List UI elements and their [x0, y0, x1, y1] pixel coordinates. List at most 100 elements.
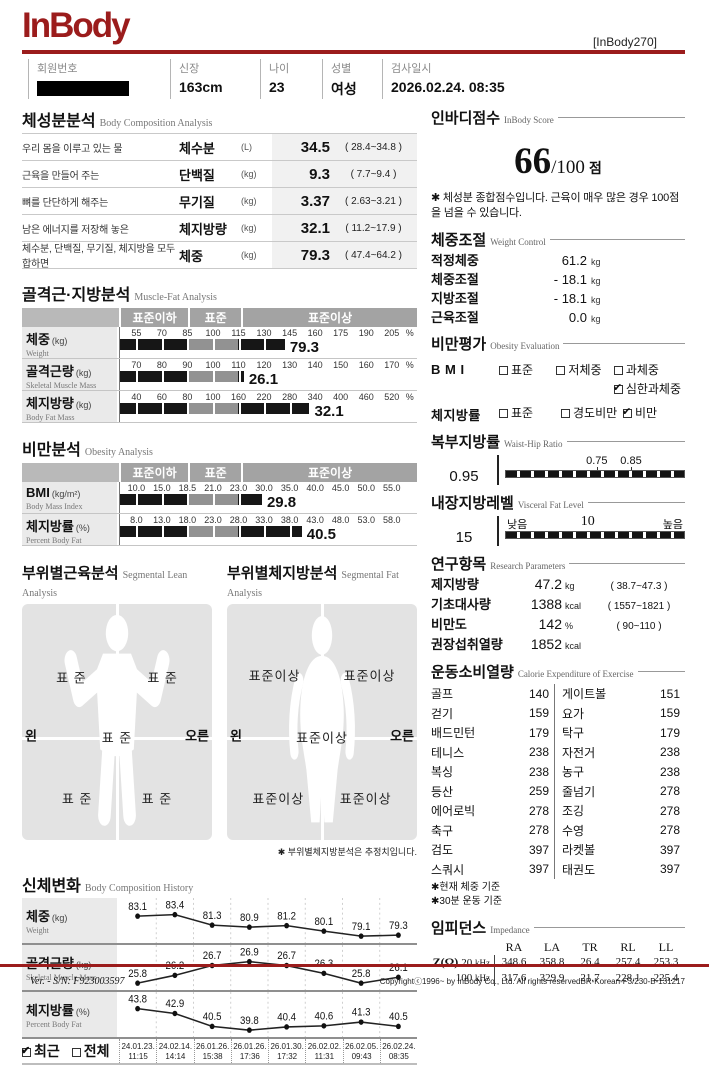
option-label: 비만 — [635, 405, 658, 420]
serial-number: Ver. - S/N: F923003597 — [30, 976, 125, 987]
research-row: 기초대사량 1388 kcal ( 1557~1821 ) — [431, 594, 685, 614]
whr-value: 0.95 — [449, 467, 479, 485]
band-zone-label: 표준이상 — [243, 463, 417, 482]
bar-chart-area: 8.0 13.0 18.0 23.0 28.0 33.0 38.0 43.0 48.0 53.0 5… — [119, 514, 417, 545]
row-unit: (kg) — [241, 169, 257, 179]
option-label: 표준 — [511, 362, 534, 377]
bar-chart-area: 70 80 90 100 110 120 130 140 150 160 170% 26.1 — [119, 359, 417, 390]
lean-left-arm-rating: 표 준 — [56, 670, 87, 686]
bar-segment-divider — [161, 494, 164, 505]
obesity-analysis-chart: BMI (kg/m²) Body Mass Index 10.0 15.0 18.5 21.… — [22, 482, 417, 546]
option-label: 과체중 — [625, 362, 659, 377]
body-composition-row: 체수분, 단백질, 무기질, 체지방을 모두 합하면 체중 (kg) 79.3 ( 47… — [22, 242, 417, 270]
history-row-name-en: Percent Body Fat — [26, 1020, 82, 1029]
gender-label: 성별 — [331, 63, 352, 75]
exercise-kcal: 159 — [528, 706, 549, 721]
bar-track — [120, 339, 417, 350]
checkbox-checked-icon — [622, 405, 632, 418]
parameter-value: 47.2 — [534, 575, 562, 592]
exercise-name: 축구 — [431, 823, 454, 838]
history-date: 26.01.26. — [233, 1042, 267, 1051]
impedance-value: 329.9 — [539, 971, 565, 984]
svg-text:80.1: 80.1 — [315, 916, 334, 928]
bar-chart-area: 40 60 80 100 160 220 280 340 400 460 520% 32.1 — [119, 391, 417, 422]
inbody-logo: InBody — [22, 6, 131, 45]
impedance-frequency: 100 kHz — [431, 970, 495, 986]
evaluation-option: 저체중 — [556, 361, 609, 397]
bar-chart-row: 체지방량 (kg) Body Fat Mass 40 60 80 100 160 220 280 3… — [22, 391, 417, 423]
exercise-kcal: 238 — [659, 745, 680, 760]
bar-segment-divider — [340, 371, 343, 382]
history-date: 26.02.02. — [307, 1042, 342, 1051]
history-date: 26.02.24. — [382, 1042, 416, 1051]
history-view-toggle-recent[interactable]: 최근 — [21, 1041, 60, 1061]
bar-value-label: 26.1 — [248, 371, 279, 388]
history-view-toggle-all[interactable]: 전체 — [71, 1041, 110, 1061]
standard-zone — [187, 526, 239, 537]
parameter-range: ( 90~110 ) — [616, 620, 662, 632]
vfl-title: 내장지방레벨 — [431, 494, 514, 512]
axis-tick-label: 18.0 — [178, 515, 197, 525]
axis-tick-label: 33.0 — [255, 515, 273, 525]
checkbox-checked-icon[interactable] — [21, 1044, 31, 1057]
bar-segment-divider — [289, 403, 292, 414]
axis-tick-label: 30.0 — [255, 483, 273, 493]
exercise-name: 자전거 — [562, 745, 596, 760]
parameter-label: 비만도 — [431, 616, 467, 632]
body-composition-row: 우리 몸을 이루고 있는 물 체수분 (L) 34.5 ( 28.4~34.8 ) — [22, 134, 417, 161]
obesity-eval-subtitle: Obesity Evaluation — [490, 340, 560, 351]
axis-tick-label: 80 — [156, 360, 167, 370]
history-time: 08:35 — [388, 1052, 409, 1061]
axis-tick-label: 520 — [384, 392, 400, 402]
impedance-value: 225.4 — [653, 971, 679, 984]
history-time: 17:32 — [277, 1052, 298, 1061]
whr-tick-low: 0.75 — [586, 454, 608, 467]
bar-row-name: 체지방량 — [26, 396, 74, 411]
exercise-row: 조깅 278 — [562, 801, 685, 821]
history-row-name: 골격근량 — [26, 956, 74, 971]
bar-segment-divider — [136, 339, 139, 350]
axis-tick-label: 170 — [384, 360, 400, 370]
axis-tick-label: 175 — [333, 328, 349, 338]
segmental-fat-title: 부위별체지방분석 Segmental Fat Analysis — [227, 565, 399, 599]
fat-right-side-label: 오른 — [390, 728, 414, 744]
history-date: 26.01.26. — [195, 1042, 230, 1051]
axis-ticks: 10.0 15.0 18.5 21.0 23.0 30.0 35.0 40.0 45.0 50.0… — [120, 482, 417, 493]
bar-segment-divider — [289, 494, 292, 505]
report-footer: Ver. - S/N: F923003597 Copyrightⓒ1996~ b… — [0, 960, 709, 1000]
row-normal-range: ( 47.4~64.2 ) — [345, 249, 402, 261]
bar-segment-divider — [340, 403, 343, 414]
segmental-fat-section: 부위별체지방분석 Segmental Fat Analysis — [227, 562, 417, 858]
age-field: 나이 23 — [260, 59, 322, 99]
bar-track — [120, 526, 417, 537]
fat-body-silhouette-icon — [289, 615, 355, 823]
checkbox-icon — [561, 408, 570, 418]
axis-tick-label: 120 — [256, 360, 272, 370]
parameter-unit: kg — [565, 580, 575, 591]
exercise-name: 라켓볼 — [562, 843, 596, 858]
bar-segment-divider — [161, 339, 164, 350]
score-title: 인바디점수 — [431, 110, 501, 127]
bar-segment-divider — [366, 403, 369, 414]
checkbox-icon[interactable] — [71, 1048, 81, 1057]
lean-right-side-label: 오른 — [185, 728, 209, 744]
bar-value-label: 79.3 — [289, 339, 320, 356]
exercise-row: 등산 259 — [431, 781, 554, 801]
test-datetime-label: 검사일시 — [391, 63, 432, 75]
header-divider — [22, 50, 685, 54]
parameter-label: 기초대사량 — [431, 596, 491, 612]
bar-row-name-en: Weight — [26, 349, 49, 358]
bar-segment-divider — [366, 494, 369, 505]
exercise-row: 스쿼시 397 — [431, 859, 554, 879]
history-date-cell: 26.01.26. 17:36 — [230, 1039, 268, 1063]
exercise-row: 게이트볼 151 — [562, 684, 685, 704]
exercise-kcal: 179 — [528, 725, 549, 740]
row-unit: (kg) — [241, 223, 257, 233]
svg-text:26.9: 26.9 — [240, 947, 259, 959]
history-date-cell: 26.01.26. 15:38 — [193, 1039, 231, 1063]
parameter-label: 제지방량 — [431, 576, 479, 592]
control-unit: kg — [591, 313, 601, 324]
bar-segment-divider — [264, 526, 267, 537]
body-composition-table: 우리 몸을 이루고 있는 물 체수분 (L) 34.5 ( 28.4~34.8 ) 근육을… — [22, 133, 417, 270]
